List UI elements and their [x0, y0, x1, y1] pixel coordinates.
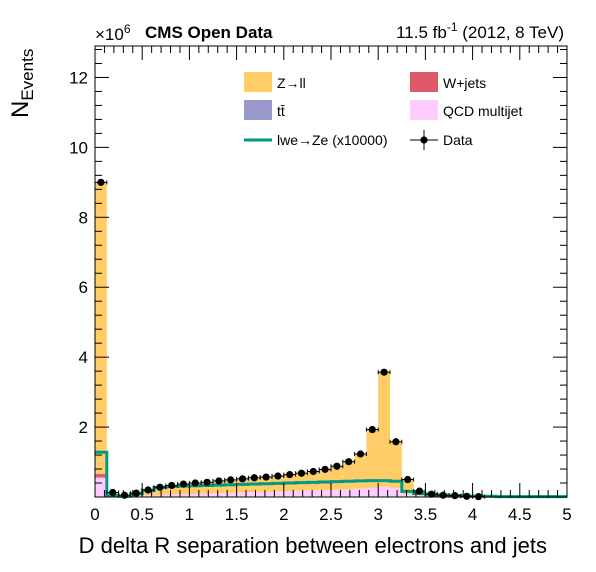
y-multiplier: ×106 — [95, 22, 131, 44]
data-point-10 — [212, 477, 226, 485]
x-axis-ticks: 0 0.5 1 1.5 2 2.5 3 3.5 4 4.5 5 — [90, 46, 572, 524]
legend-swatch — [244, 72, 272, 92]
x-axis-title: D delta R separation between electrons a… — [79, 533, 547, 558]
x-tick-label: 2 — [279, 505, 288, 524]
bar-qcd-multijet-9 — [201, 493, 213, 497]
bar-qcd-multijet-22 — [354, 488, 367, 497]
legend-label: lwe→Ze (x10000) — [277, 132, 388, 148]
legend: Z→ll W+jets tt̄ QCD multijet lwe→Ze (x10000)… — [244, 72, 522, 150]
bar-qcd-multijet-26 — [401, 494, 414, 497]
bar-z-ll-7 — [177, 484, 190, 495]
bar-qcd-multijet-8 — [189, 493, 202, 497]
experiment-label: CMS Open Data — [145, 23, 273, 42]
bar-qcd-multijet-12 — [236, 492, 249, 497]
bar-z-ll-6 — [165, 485, 178, 495]
bar-z-ll-8 — [189, 483, 202, 494]
bar-z-ll-5 — [154, 487, 166, 495]
lumi-label: 11.5 fb-1 (2012, 8 TeV) — [396, 20, 564, 42]
legend-swatch — [244, 100, 272, 120]
bar-qcd-multijet-0 — [95, 477, 107, 497]
bar-qcd-multijet-25 — [390, 488, 402, 497]
legend-label: QCD multijet — [443, 103, 522, 119]
data-point-19 — [318, 465, 332, 473]
bar-qcd-multijet-17 — [295, 490, 308, 497]
data-point-0 — [94, 178, 108, 186]
bar-z-ll-24 — [378, 372, 390, 487]
legend-label: W+jets — [443, 75, 486, 91]
legend-entry-1: W+jets — [410, 72, 486, 92]
bar-qcd-multijet-15 — [272, 491, 284, 497]
bar-qcd-multijet-7 — [177, 494, 190, 497]
bar-z-ll-23 — [366, 429, 379, 488]
bar-qcd-multijet-16 — [283, 491, 296, 497]
x-tick-label: 0 — [90, 505, 99, 524]
bar-z-ll-21 — [342, 461, 355, 490]
legend-swatch — [410, 72, 438, 92]
bar-qcd-multijet-11 — [224, 492, 237, 497]
x-tick-label: 1.5 — [225, 505, 249, 524]
bar-qcd-multijet-20 — [331, 489, 343, 497]
legend-label: tt̄ — [277, 103, 285, 119]
x-tick-label: 5 — [562, 505, 571, 524]
bar-z-ll-25 — [390, 441, 402, 489]
bar-qcd-multijet-4 — [142, 495, 154, 497]
y-axis-ticks: 2 4 6 8 10 12 — [69, 48, 567, 498]
y-tick-label: 8 — [79, 208, 88, 227]
legend-label: Data — [443, 132, 473, 148]
x-tick-label: 3.5 — [414, 505, 438, 524]
bar-qcd-multijet-6 — [165, 494, 178, 497]
data-point-23 — [365, 425, 379, 434]
bar-qcd-multijet-23 — [366, 487, 379, 497]
legend-entry-3: QCD multijet — [410, 100, 522, 120]
bar-z-ll-26 — [401, 479, 414, 495]
bar-z-ll-9 — [201, 482, 213, 494]
bar-w-jets-0 — [95, 473, 107, 478]
legend-entry-0: Z→ll — [244, 72, 306, 92]
data-point-22 — [354, 450, 367, 458]
data-point-17 — [295, 469, 308, 477]
legend-label: Z→ll — [277, 75, 306, 91]
y-tick-label: 6 — [79, 278, 88, 297]
legend-swatch — [420, 136, 428, 144]
bar-qcd-multijet-14 — [260, 491, 272, 497]
x-tick-label: 4 — [468, 505, 477, 524]
bar-qcd-multijet-13 — [248, 492, 261, 497]
y-axis-title: NEvents — [7, 49, 37, 118]
bar-qcd-multijet-27 — [413, 495, 426, 497]
bar-z-ll-10 — [213, 480, 225, 494]
legend-entry-2: tt̄ — [244, 100, 285, 120]
data-point-20 — [330, 462, 344, 470]
data-point-26 — [401, 475, 415, 484]
y-tick-label: 10 — [69, 138, 88, 157]
x-tick-label: 4.5 — [508, 505, 532, 524]
y-tick-label: 12 — [69, 68, 88, 87]
y-tick-label: 4 — [79, 348, 88, 367]
data-point-11 — [224, 476, 238, 484]
x-tick-label: 2.5 — [319, 505, 343, 524]
data-point-21 — [342, 458, 356, 466]
bar-qcd-multijet-10 — [213, 493, 225, 497]
y-tick-label: 2 — [79, 418, 88, 437]
x-tick-label: 3 — [373, 505, 382, 524]
bar-z-ll-0 — [95, 182, 107, 474]
bar-qcd-multijet-18 — [307, 490, 320, 497]
bar-z-ll-22 — [354, 454, 367, 489]
bar-qcd-multijet-5 — [154, 494, 166, 497]
bar-qcd-multijet-21 — [342, 489, 355, 497]
bar-z-ll-11 — [224, 479, 237, 493]
bar-qcd-multijet-19 — [319, 490, 331, 497]
x-tick-label: 0.5 — [130, 505, 154, 524]
legend-entry-5: Data — [410, 130, 473, 150]
data-point-25 — [389, 438, 403, 446]
legend-entry-4: lwe→Ze (x10000) — [244, 132, 388, 148]
data-point-24 — [377, 368, 391, 376]
x-tick-label: 1 — [185, 505, 194, 524]
bar-qcd-multijet-24 — [378, 486, 390, 497]
bar-z-ll-19 — [319, 469, 331, 491]
bar-z-ll-20 — [331, 466, 343, 490]
legend-swatch — [410, 100, 438, 120]
